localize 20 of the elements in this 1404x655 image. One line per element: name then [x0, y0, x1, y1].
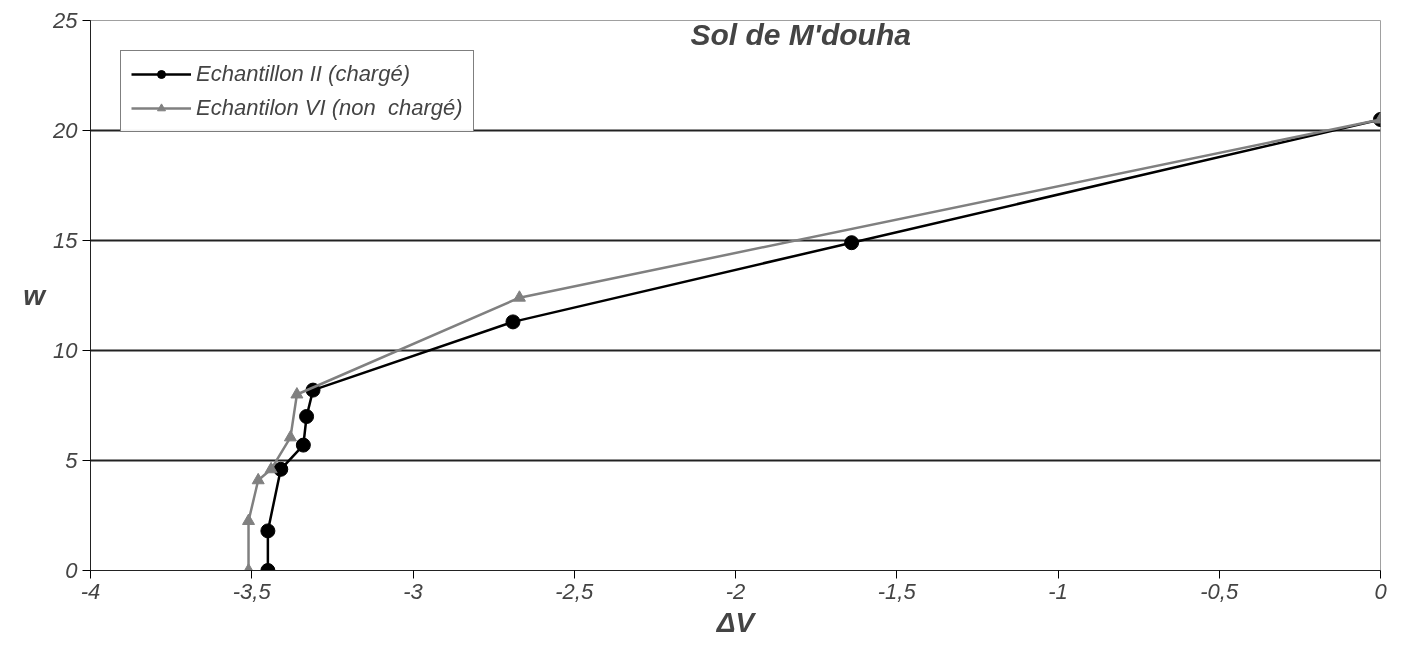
- y-tick-label: 20: [52, 118, 79, 143]
- y-axis-title: w: [23, 280, 48, 311]
- chart-title: Sol de M'douha: [690, 17, 911, 51]
- legend-label: Echantillon II (chargé): [196, 61, 410, 87]
- x-tick-label: -0,5: [1200, 578, 1239, 604]
- x-tick-label: -2,5: [555, 578, 594, 604]
- x-tick-label: 0: [1374, 578, 1388, 604]
- x-tick-label: -1,5: [877, 578, 917, 604]
- x-tick-label: -3: [403, 578, 424, 604]
- x-tick-label: -4: [80, 578, 101, 604]
- y-tick-label: 15: [53, 228, 79, 253]
- y-tick-label: 5: [65, 448, 79, 473]
- x-axis-title: ΔV: [715, 606, 757, 638]
- x-tick-label: -3,5: [232, 578, 272, 604]
- legend-label: Echantilon VI (non chargé): [196, 95, 463, 121]
- y-tick-label: 25: [52, 8, 79, 33]
- x-tick-label: -1: [1048, 578, 1068, 604]
- y-tick-label: 0: [65, 558, 79, 583]
- x-tick-label: -2: [725, 578, 746, 604]
- y-tick-label: 10: [53, 338, 79, 363]
